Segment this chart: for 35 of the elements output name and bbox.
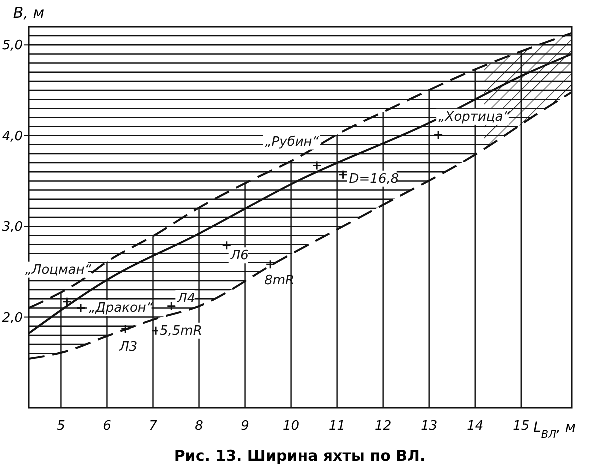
point [338, 170, 348, 180]
x-tick-label: 5 [57, 419, 66, 434]
annotation: Л3 [118, 340, 138, 356]
point [434, 130, 444, 140]
x-tick-label: 11 [329, 419, 346, 434]
x-tick-label: 7 [149, 419, 158, 434]
point [62, 297, 72, 307]
x-axis-title: L$_{ВЛ}$, м [534, 420, 576, 441]
y-tick-label: 3,0 [2, 220, 23, 236]
point [76, 303, 86, 313]
x-tick-label: 9 [241, 419, 250, 434]
x-tick-label: 12 [375, 419, 392, 434]
annotation: Л4 [176, 291, 196, 306]
y-tick-label: 2,0 [2, 310, 23, 326]
annotation: „Хортица“ [438, 110, 510, 125]
y-tick-label: 4,0 [2, 129, 23, 144]
x-tick-label: 6 [103, 419, 112, 434]
point [266, 260, 276, 270]
point [120, 324, 130, 334]
annotation: 5,5mR [160, 324, 202, 339]
annotation: „Лоцман“ [25, 262, 92, 278]
point [222, 240, 232, 250]
y-tick-label: 5,0 [2, 38, 23, 54]
x-tick-label: 13 [421, 419, 438, 434]
x-tick-label: 15 [513, 419, 530, 434]
x-tick-label: 10 [283, 419, 300, 434]
point [312, 161, 322, 171]
annotation: „Рубин“ [265, 134, 320, 150]
annotation: D=16,8 [349, 172, 400, 187]
x-tick-label: 8 [195, 419, 204, 434]
y-axis-title: B, м [13, 4, 45, 22]
annotation: Л6 [230, 248, 249, 264]
text: Рис. 13. Ширина яхты по ВЛ. [174, 447, 426, 465]
point [166, 302, 176, 312]
x-tick-label: 14 [467, 419, 484, 434]
